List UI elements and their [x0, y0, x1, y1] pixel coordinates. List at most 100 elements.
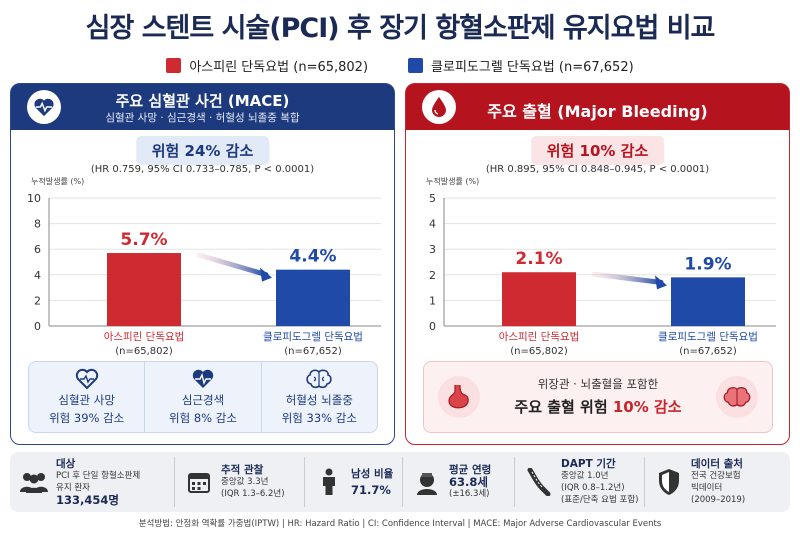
mace-y-axis-label: 누적발생률 (%)	[31, 177, 85, 186]
y-tick-label: 2	[429, 269, 436, 282]
bleeding-summary-highlight: 10% 감소	[612, 398, 682, 416]
study-info-bar: 대상 PCI 후 단일 항혈소판제 유지 환자 133,454명 추적 관찰 중…	[10, 452, 790, 512]
sub-outcome-value: 위험 39% 감소	[49, 411, 125, 425]
bar	[107, 253, 181, 326]
info-mean-age-text: 평균 연령 63.8세 (±16.3세)	[449, 464, 491, 500]
bleeding-summary: 위장관 · 뇌출혈을 포함한 주요 출혈 위험 10% 감소	[423, 361, 773, 433]
mace-panel-subtitle: 심혈관 사망 · 심근경색 · 허혈성 뇌졸중 복합	[105, 112, 300, 124]
y-tick-label: 4	[34, 269, 41, 282]
y-tick-label: 3	[429, 243, 436, 256]
face-icon	[411, 466, 443, 498]
value-label: 1.9%	[684, 254, 731, 274]
n-label: (n=65,802)	[510, 346, 568, 356]
mace-panel-header: 주요 심혈관 사건 (MACE) 심혈관 사망 · 심근경색 · 허혈성 뇌졸중…	[11, 84, 394, 130]
info-value: 133,454명	[56, 493, 119, 507]
value-label: 4.4%	[289, 247, 336, 267]
info-line: (2009–2019)	[691, 495, 746, 505]
info-line: 유지 환자	[56, 483, 90, 493]
bleeding-summary-text: 주요 출혈 위험	[514, 398, 613, 416]
bleeding-panel: 주요 출혈 (Major Bleeding) 위험 10% 감소 (HR 0.8…	[405, 83, 790, 445]
info-followup: 추적 관찰 중앙값 3.3년 (IQR 1.3–6.2년)	[175, 457, 305, 507]
legend-label-aspirin: 아스피린 단독요법 (n=65,802)	[189, 60, 369, 75]
trend-arrow	[196, 252, 269, 278]
info-line: (IQR 1.3–6.2년)	[221, 489, 285, 499]
trend-arrow-head	[655, 275, 667, 290]
info-line: 빅데이터	[691, 483, 723, 493]
bleeding-hr-stat: (HR 0.895, 95% CI 0.848–0.945, P < 0.000…	[485, 164, 710, 175]
y-tick-label: 4	[429, 218, 436, 231]
shield-icon	[653, 466, 685, 498]
info-population-text: 대상 PCI 후 단일 항혈소판제 유지 환자 133,454명	[56, 458, 140, 506]
y-tick-label: 0	[34, 320, 41, 333]
heart-icon	[75, 368, 98, 390]
bleeding-risk-badge: 위험 10% 감소	[530, 136, 665, 165]
info-male-ratio: 남성 비율 71.7%	[305, 457, 403, 507]
legend-swatch-aspirin	[166, 58, 182, 73]
bar	[671, 277, 745, 326]
sub-outcome-value: 위험 33% 감소	[281, 411, 357, 425]
info-title: 남성 비율	[351, 468, 394, 480]
sub-outcome-stroke: 허혈성 뇌졸중 위험 33% 감소	[262, 362, 377, 432]
info-title: DAPT 기간	[561, 458, 616, 470]
value-label: 2.1%	[515, 249, 562, 269]
info-line: 중앙값 1.0년	[561, 471, 609, 481]
vessel-icon	[523, 466, 555, 498]
info-dapt: DAPT 기간 중앙값 1.0년 (IQR 0.8–1.2년) (표준/단축 요…	[515, 457, 645, 507]
value-label: 5.7%	[120, 230, 167, 250]
info-value: 71.7%	[351, 483, 391, 497]
mace-panel: 주요 심혈관 사건 (MACE) 심혈관 사망 · 심근경색 · 허혈성 뇌졸중…	[10, 83, 395, 445]
bleeding-y-axis-label: 누적발생률 (%)	[426, 177, 480, 186]
mace-hr-stat: (HR 0.759, 95% CI 0.733–0.785, P < 0.000…	[90, 164, 315, 175]
trend-arrow-head	[260, 267, 272, 282]
info-title: 추적 관찰	[221, 464, 264, 476]
info-title: 데이터 출처	[691, 458, 743, 470]
info-dapt-text: DAPT 기간 중앙값 1.0년 (IQR 0.8–1.2년) (표준/단축 요…	[561, 458, 638, 506]
category-label: 아스피린 단독요법	[499, 331, 580, 343]
people-icon	[18, 466, 50, 498]
info-data-source-text: 데이터 출처 전국 건강보험 빅데이터 (2009–2019)	[691, 458, 745, 506]
sub-outcome-cv-death: 심혈관 사망 위험 39% 감소	[29, 362, 146, 432]
legend: 아스피린 단독요법 (n=65,802) 클로피도그렐 단독요법 (n=67,6…	[0, 56, 800, 75]
legend-label-clopidogrel: 클로피도그렐 단독요법 (n=67,652)	[431, 60, 634, 75]
calendar-icon	[183, 466, 215, 498]
category-label: 클로피도그렐 단독요법	[263, 330, 363, 343]
info-population: 대상 PCI 후 단일 항혈소판제 유지 환자 133,454명	[10, 457, 175, 507]
n-label: (n=67,652)	[284, 346, 342, 356]
heart-pulse-icon	[27, 90, 61, 124]
mace-sub-outcomes: 심혈관 사망 위험 39% 감소 심근경색 위험 8% 감소 허혈성 뇌졸중 위…	[28, 361, 378, 433]
info-value: 63.8세	[449, 475, 488, 489]
bleeding-panel-title: 주요 출혈 (Major Bleeding)	[487, 102, 708, 121]
info-line: (IQR 0.8–1.2년)	[561, 483, 625, 493]
sub-outcome-mi: 심근경색 위험 8% 감소	[145, 362, 262, 432]
y-tick-label: 0	[429, 320, 436, 333]
sub-outcome-label: 심혈관 사망	[58, 393, 115, 407]
y-tick-label: 6	[34, 243, 41, 256]
mace-risk-badge: 위험 24% 감소	[135, 136, 270, 165]
brain-bleed-icon	[716, 376, 758, 418]
bar	[502, 272, 576, 326]
info-line: 전국 건강보험	[691, 471, 741, 481]
stomach-icon	[438, 376, 480, 418]
sub-outcome-label: 심근경색	[181, 393, 225, 407]
info-followup-text: 추적 관찰 중앙값 3.3년 (IQR 1.3–6.2년)	[221, 464, 285, 500]
trend-arrow	[591, 271, 664, 285]
info-mean-age: 평균 연령 63.8세 (±16.3세)	[403, 457, 515, 507]
info-male-ratio-text: 남성 비율 71.7%	[351, 468, 393, 496]
bleeding-bar-chart: 0 1 2 3 4 5 2.1% 아스피린 단독요법 (n=65,802) 1.9% 클로피도그렐 …	[429, 192, 776, 356]
person-icon	[313, 466, 345, 498]
info-line: 중앙값 3.3년	[221, 477, 269, 487]
page-title: 심장 스텐트 시술(PCI) 후 장기 항혈소판제 유지요법 비교	[85, 13, 716, 44]
sub-outcome-label: 허혈성 뇌졸중	[285, 393, 353, 407]
category-label: 아스피린 단독요법	[104, 331, 185, 343]
footnote: 분석방법: 안정화 역확률 가중법(IPTW) | HR: Hazard Rat…	[138, 519, 662, 529]
brain-icon	[306, 369, 332, 389]
y-tick-label: 8	[34, 218, 41, 231]
y-tick-label: 10	[27, 192, 41, 205]
heart-pulse-icon	[192, 369, 214, 388]
mace-bar-chart: 0 2 4 6 8 10 5.7% 아스피린 단독요법 (n=65,802) 4.4% 클로피도그렐…	[27, 192, 381, 356]
y-tick-label: 2	[34, 294, 41, 307]
info-data-source: 데이터 출처 전국 건강보험 빅데이터 (2009–2019)	[645, 457, 785, 507]
n-label: (n=67,652)	[679, 346, 737, 356]
y-tick-label: 5	[429, 192, 436, 205]
sub-outcome-value: 위험 8% 감소	[169, 411, 237, 425]
